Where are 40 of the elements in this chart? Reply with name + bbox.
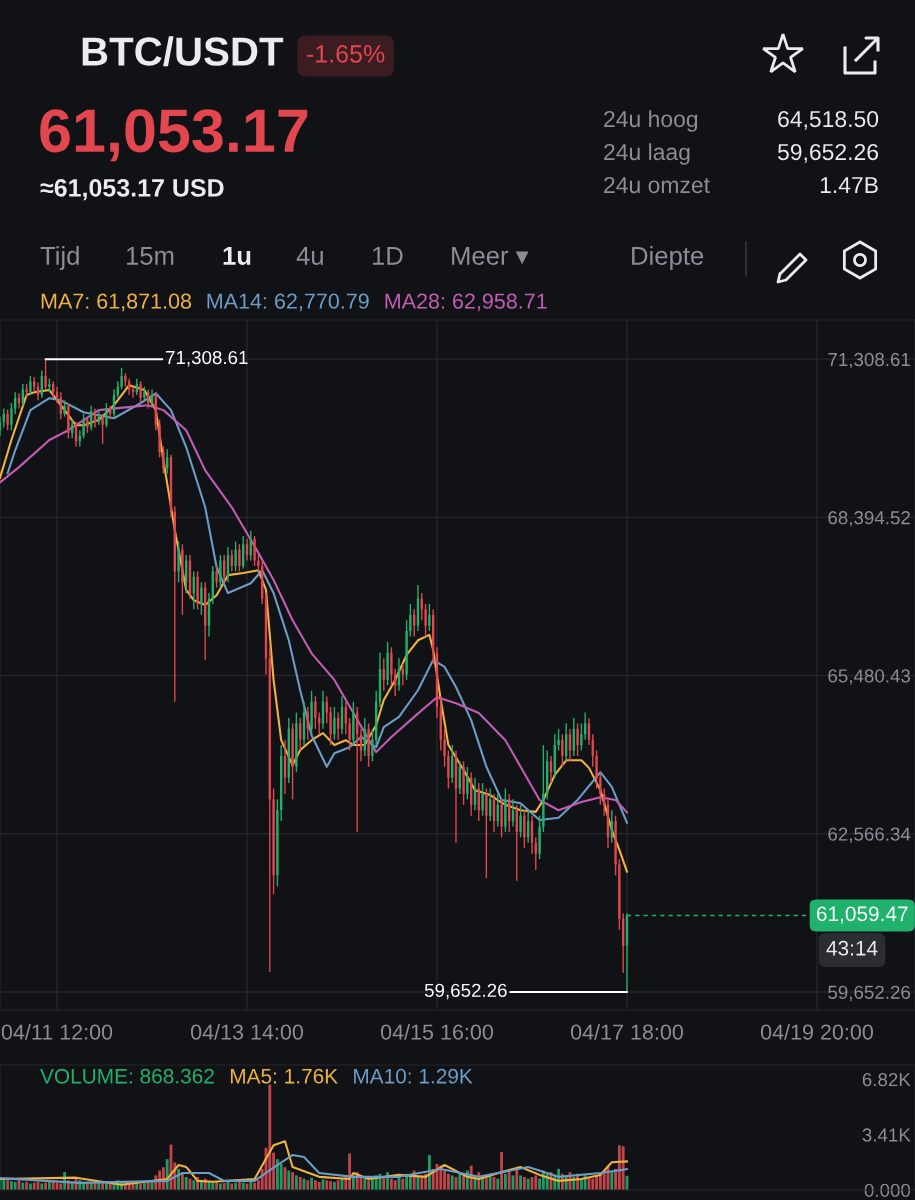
text: 1D [372,246,403,265]
x-tick-label: 04/15 16:00 [380,1023,494,1040]
y-tick-label: 62,566.34 [828,827,911,843]
text: 24u hoog [604,110,698,132]
text: MA28: 62,958.71 [385,293,547,312]
text: MA10: 1.29K [354,1068,473,1084]
text: 15m [126,246,174,265]
text: Tijd [40,246,79,270]
x-tick-label: 04/11 12:00 [1,1023,113,1040]
x-tick-label: 04/19 20:00 [760,1023,873,1040]
annotation: 59,652.26 [424,983,507,1000]
y-tick-label: 6.82K [862,1072,911,1087]
y-tick-label: 68,394.52 [828,511,910,527]
text: 24u omzet [604,176,710,194]
annotation: 43:14 [826,940,878,956]
text: 4u [296,246,323,265]
text: 1.47B [820,177,878,193]
text: ≈61,053.17 USD [40,179,224,201]
text: 24u laag [604,143,690,165]
x-tick-label: 04/13 14:00 [190,1023,304,1040]
text: 59,652.26 [777,143,878,163]
text: 1u [223,246,251,265]
annotation: 71,308.61 [166,350,248,367]
text: MA14: 62,770.79 [207,293,369,312]
chart-title: BTC/USDT [82,36,284,67]
text: Diepte [632,246,704,270]
y-tick-label: 59,652.26 [828,985,911,1002]
ref-line-label: 61,059.47 [816,906,908,924]
text: VOLUME: 868.362 [40,1068,214,1084]
text: 64,518.50 [778,110,879,130]
y-tick-label: 65,480.43 [828,669,911,685]
text: Meer ▾ [452,246,529,265]
y-tick-label: 0.000 [864,1183,911,1197]
y-tick-label: 71,308.61 [828,352,910,369]
text: -1.65% [307,45,385,63]
text: MA7: 61,871.08 [41,293,192,312]
x-tick-label: 04/17 18:00 [570,1023,683,1040]
y-tick-label: 3.41K [862,1128,911,1142]
text: MA5: 1.76K [230,1068,338,1084]
text: 61,053.17 [40,109,308,162]
